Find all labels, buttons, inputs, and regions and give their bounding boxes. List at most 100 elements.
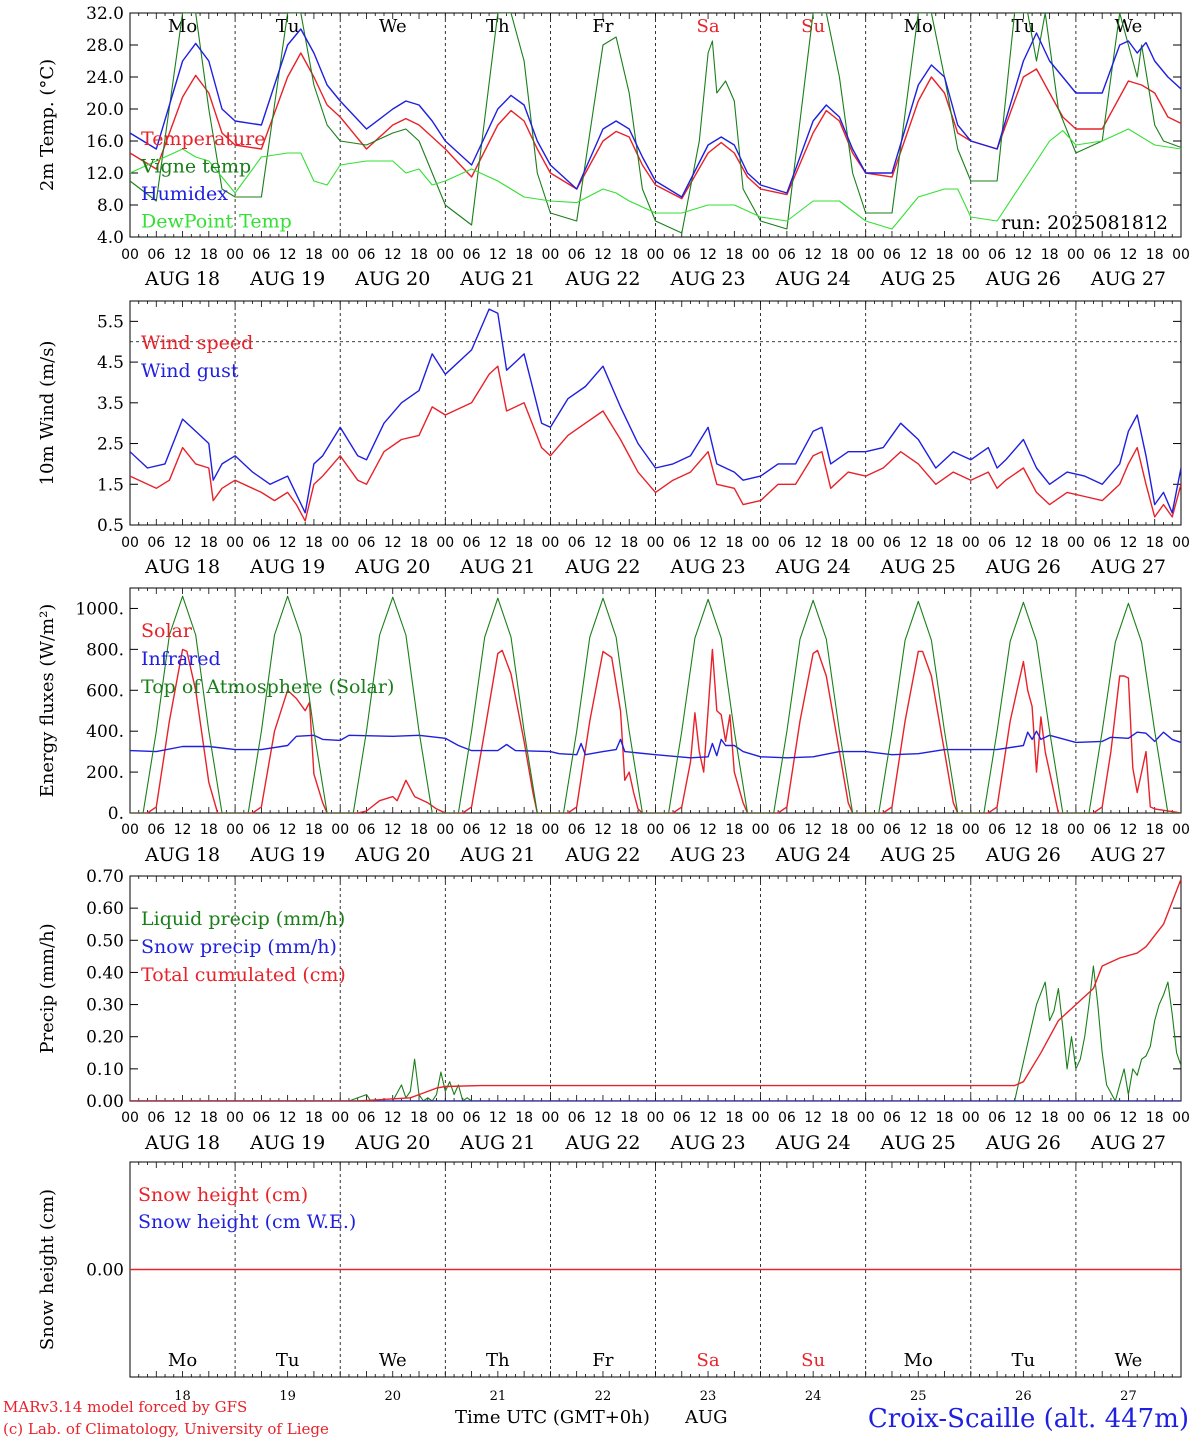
- x-hour-label: 06: [147, 822, 165, 838]
- x-hour-label: 00: [1067, 535, 1085, 551]
- x-hour-label: 18: [620, 535, 638, 551]
- x-hour-label: 18: [410, 247, 428, 263]
- x-hour-label: 00: [857, 1110, 875, 1126]
- x-hour-label: 18: [620, 1110, 638, 1126]
- x-hour-label: 00: [962, 247, 980, 263]
- series-line-wind-gust: [130, 308, 1181, 514]
- credit-line-1: MARv3.14 model forced by GFS: [3, 1398, 247, 1416]
- x-hour-label: 06: [463, 247, 481, 263]
- x-hour-label: 18: [1146, 1110, 1164, 1126]
- y-axis-label: 10m Wind (m/s): [37, 341, 58, 486]
- x-hour-label: 00: [752, 822, 770, 838]
- weekday-label: Tu: [276, 16, 300, 37]
- y-tick-label: 1.5: [97, 475, 124, 495]
- x-hour-label: 06: [988, 247, 1006, 263]
- x-hour-label: 06: [883, 535, 901, 551]
- x-hour-label: 00: [436, 822, 454, 838]
- series-group: [130, 13, 1181, 234]
- series-line-liquid-precip-mm-h-: [130, 965, 1181, 1101]
- y-tick-label: 0.30: [86, 996, 124, 1016]
- weekday-label: Sa: [697, 1350, 720, 1371]
- x-hour-label: 18: [200, 1110, 218, 1126]
- series-group: [130, 878, 1181, 1101]
- x-hour-label: 06: [1093, 247, 1111, 263]
- x-day-label: AUG 24: [775, 556, 851, 578]
- y-tick-label: 400.: [86, 722, 124, 742]
- y-tick-label: 20.0: [86, 100, 124, 120]
- x-day-label: AUG 21: [459, 1132, 535, 1154]
- series-line-humidex: [130, 28, 1181, 198]
- x-hour-label: 00: [226, 247, 244, 263]
- x-hour-label: 00: [226, 1110, 244, 1126]
- x-hour-label: 12: [279, 535, 297, 551]
- x-day-label: AUG 26: [985, 1132, 1061, 1154]
- legend-entry: Snow height (cm W.E.): [138, 1211, 356, 1233]
- x-hour-label: 00: [541, 822, 559, 838]
- x-hour-label: 00: [857, 247, 875, 263]
- x-hour-label: 12: [489, 247, 507, 263]
- x-hour-label: 06: [1093, 535, 1111, 551]
- x-hour-label: 12: [384, 1110, 402, 1126]
- x-hour-label: 00: [436, 535, 454, 551]
- time-axis-label: Time UTC (GMT+0h): [455, 1407, 650, 1428]
- x-day-label: AUG 22: [564, 1132, 640, 1154]
- x-day-label: AUG 27: [1090, 1132, 1166, 1154]
- weekday-label: We: [379, 1350, 407, 1371]
- x-hour-label: 06: [673, 1110, 691, 1126]
- series-line-wind-speed: [130, 365, 1181, 522]
- legend-entry: Total cumulated (cm): [141, 964, 346, 986]
- station-name: Croix-Scaille (alt. 447m): [868, 1404, 1189, 1434]
- x-hour-label: 18: [620, 247, 638, 263]
- x-hour-label: 06: [252, 1110, 270, 1126]
- y-tick-label: 0.20: [86, 1028, 124, 1048]
- x-day-label: AUG 23: [669, 268, 745, 290]
- x-hour-label: 18: [936, 535, 954, 551]
- x-hour-label: 18: [410, 822, 428, 838]
- x-hour-label: 06: [358, 822, 376, 838]
- x-hour-label: 12: [174, 1110, 192, 1126]
- y-tick-label: 4.5: [97, 353, 124, 373]
- x-hour-label: 00: [331, 535, 349, 551]
- x-hour-label: 06: [568, 535, 586, 551]
- x-hour-label: 12: [1014, 247, 1032, 263]
- x-hour-label: 06: [883, 1110, 901, 1126]
- x-hour-label: 18: [410, 535, 428, 551]
- weekday-label: We: [379, 16, 407, 37]
- y-axis-label: Precip (mm/h): [37, 923, 58, 1053]
- x-hour-label: 00: [331, 1110, 349, 1126]
- x-day-label: AUG 25: [880, 556, 956, 578]
- x-hour-label: 00: [962, 535, 980, 551]
- x-hour-label: 06: [252, 822, 270, 838]
- weekday-label: Tu: [1012, 1350, 1036, 1371]
- weekday-label: Fr: [592, 16, 613, 37]
- x-hour-label: 12: [804, 535, 822, 551]
- x-hour-label: 18: [831, 247, 849, 263]
- x-hour-label: 18: [936, 1110, 954, 1126]
- x-day-label: AUG 24: [775, 1132, 851, 1154]
- y-tick-label: 32.0: [86, 4, 124, 24]
- weekday-label: Tu: [276, 1350, 300, 1371]
- x-hour-label: 06: [568, 1110, 586, 1126]
- x-day-label: AUG 26: [985, 556, 1061, 578]
- x-hour-label: 00: [331, 822, 349, 838]
- x-day-label: AUG 22: [564, 844, 640, 866]
- x-hour-label: 12: [699, 247, 717, 263]
- x-hour-label: 06: [673, 535, 691, 551]
- legend-entry: Infrared: [141, 648, 221, 670]
- x-hour-label: 00: [121, 247, 139, 263]
- x-hour-label: 06: [147, 1110, 165, 1126]
- x-hour-label: 06: [1093, 1110, 1111, 1126]
- x-hour-label: 00: [752, 247, 770, 263]
- x-hour-label: 12: [279, 1110, 297, 1126]
- y-tick-label: 0.: [108, 804, 124, 824]
- y-axis-label: 2m Temp. (°C): [37, 59, 58, 191]
- x-day-label: AUG 25: [880, 844, 956, 866]
- x-hour-label: 12: [1014, 535, 1032, 551]
- x-hour-label: 18: [831, 822, 849, 838]
- x-hour-label: 06: [358, 247, 376, 263]
- x-hour-label: 06: [988, 1110, 1006, 1126]
- x-day-label: AUG 27: [1090, 268, 1166, 290]
- series-line-total-cumulated-cm-: [130, 878, 1181, 1101]
- y-tick-label: 0.40: [86, 963, 124, 983]
- weekday-label: Fr: [592, 1350, 613, 1371]
